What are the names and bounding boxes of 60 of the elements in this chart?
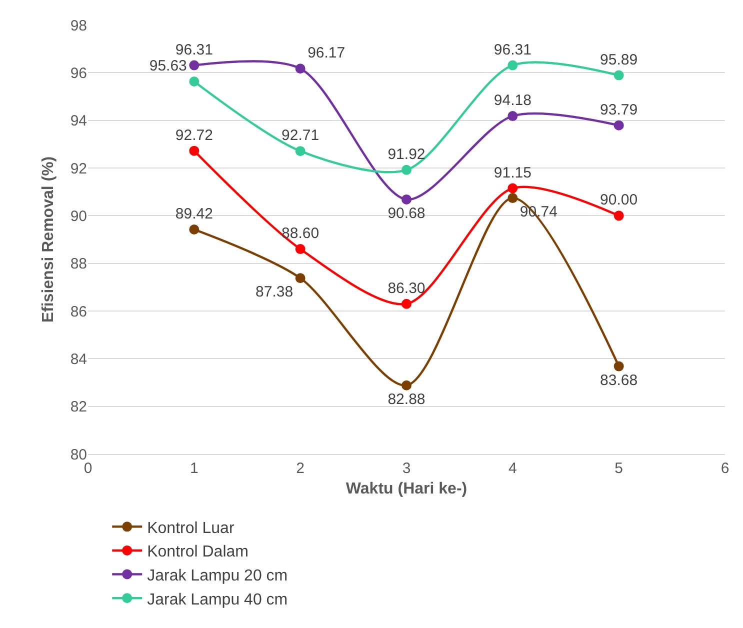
legend-label: Jarak Lampu 20 cm (147, 568, 288, 585)
data-label: 88.60 (282, 225, 320, 242)
y-tick-label: 86 (70, 303, 87, 320)
point (508, 183, 518, 194)
data-label: 91.92 (388, 146, 426, 163)
y-axis-title: Efisiensi Removal (%) (40, 156, 58, 323)
y-tick-label: 82 (70, 398, 87, 416)
y-tick-label: 84 (70, 350, 87, 368)
data-label: 96.31 (175, 41, 213, 58)
point (614, 210, 624, 221)
point (508, 60, 518, 70)
data-label: 95.89 (600, 51, 638, 68)
data-label: 89.42 (175, 205, 213, 222)
point (189, 146, 200, 156)
data-label: 95.63 (149, 57, 187, 74)
y-tick-label: 90 (70, 208, 87, 225)
data-label: 92.71 (282, 127, 320, 144)
y-tick-label: 94 (70, 112, 87, 130)
data-label: 96.31 (494, 41, 532, 58)
point (614, 120, 624, 130)
point (189, 60, 200, 70)
legend-label: Kontrol Luar (147, 520, 235, 537)
x-tick-label: 3 (402, 460, 411, 477)
point (189, 76, 200, 86)
data-label: 90.00 (600, 192, 638, 209)
point (402, 380, 412, 390)
data-label: 94.18 (494, 92, 532, 110)
y-tick-label: 92 (70, 160, 87, 178)
point (295, 244, 306, 254)
x-tick-label: 5 (614, 460, 623, 477)
y-tick-label: 98 (70, 17, 87, 34)
point (614, 361, 624, 372)
point (508, 193, 518, 204)
point (295, 64, 306, 74)
x-tick-label: 4 (508, 460, 517, 477)
legend-label: Jarak Lampu 40 cm (147, 591, 288, 608)
legend-label: Kontrol Dalam (147, 544, 248, 561)
data-label: 83.68 (600, 372, 638, 389)
point (402, 164, 412, 175)
x-tick-label: 2 (296, 460, 304, 477)
data-label: 91.15 (494, 164, 532, 182)
x-tick-label: 1 (190, 460, 198, 477)
point (508, 111, 518, 122)
point (614, 70, 624, 80)
x-tick-label: 6 (720, 460, 730, 477)
point (189, 224, 200, 234)
point (402, 298, 412, 309)
y-tick-label: 96 (70, 64, 87, 82)
x-axis-title: Waktu (Hari ke-) (346, 480, 468, 498)
data-label: 86.30 (388, 280, 426, 297)
data-label: 90.68 (388, 204, 426, 222)
data-label: 92.72 (175, 126, 213, 144)
data-label: 87.38 (256, 284, 294, 301)
data-label: 96.17 (308, 44, 346, 62)
point (295, 273, 306, 284)
data-label: 82.88 (388, 390, 426, 408)
point (402, 194, 412, 204)
data-label: 93.79 (600, 101, 638, 118)
y-tick-label: 88 (70, 256, 87, 273)
point (295, 146, 306, 156)
